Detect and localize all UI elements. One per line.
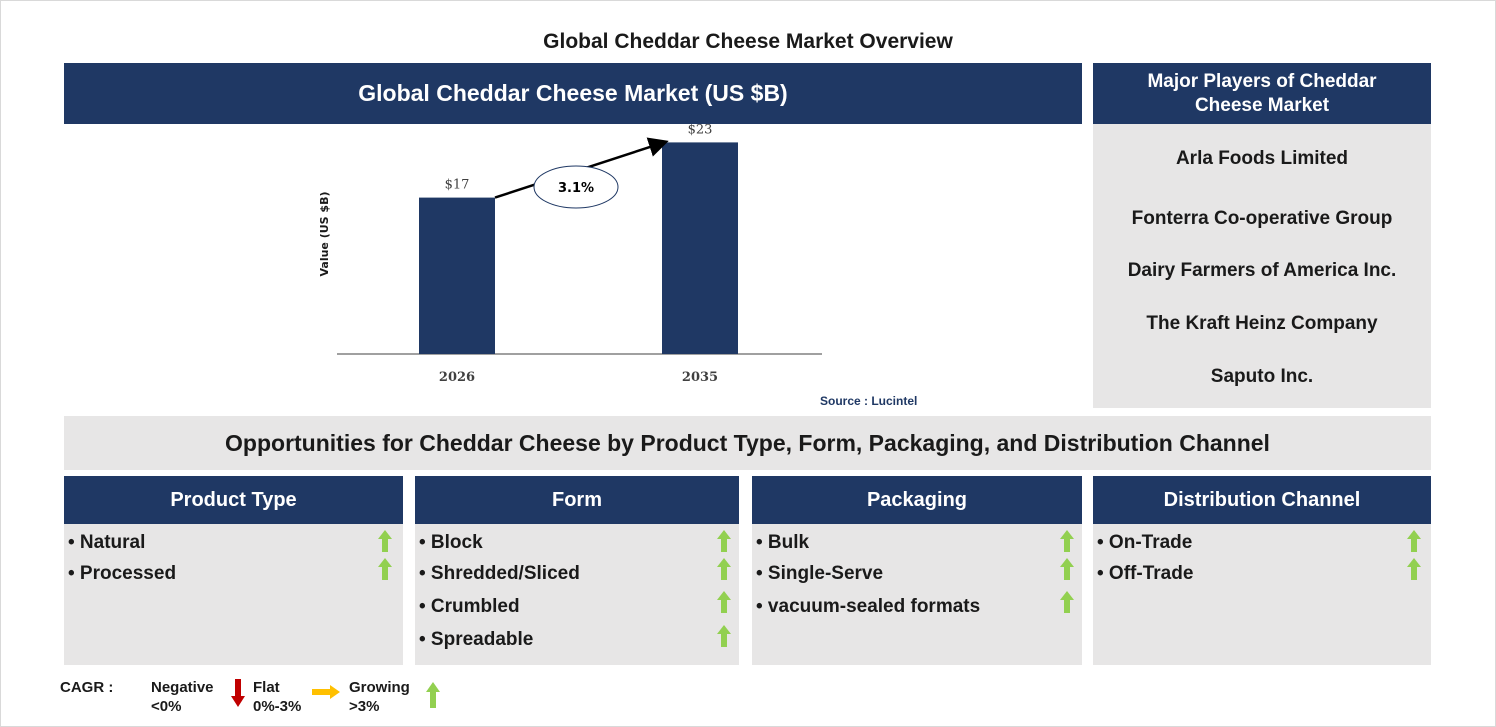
segment-panel-packaging: • Bulk • Single-Serve • vacuum-sealed fo…	[752, 524, 1082, 665]
up-arrow-icon	[1407, 530, 1421, 552]
segment-header-form: Form	[415, 476, 739, 524]
x-tick-label: 2026	[439, 370, 475, 385]
up-arrow-icon	[717, 530, 731, 552]
segment-item: • Single-Serve	[756, 563, 884, 584]
segment-panel-product-type: • Natural • Processed	[64, 524, 403, 665]
up-arrow-icon	[1060, 530, 1074, 552]
cagr-label: 3.1%	[558, 181, 594, 196]
player-item: The Kraft Heinz Company	[1146, 313, 1378, 334]
source-note: Source : Lucintel	[820, 394, 918, 408]
up-arrow-icon	[717, 558, 731, 580]
segment-panel-distribution-channel: • On-Trade • Off-Trade	[1093, 524, 1431, 665]
right-arrow-icon	[312, 685, 340, 699]
data-label: $23	[688, 124, 713, 137]
up-arrow-icon	[1407, 558, 1421, 580]
market-bar-chart: Value (US $B) $17 2026 $23 2035 3.1%	[318, 124, 822, 385]
cagr-bubble	[533, 165, 619, 209]
legend-flat-range: 0%-3%	[253, 698, 302, 715]
page-title: Global Cheddar Cheese Market Overview	[543, 30, 953, 53]
segment-item: • Bulk	[756, 532, 810, 553]
legend-negative-range: <0%	[151, 698, 182, 715]
data-label: $17	[445, 178, 470, 193]
segment-item: • Processed	[68, 563, 177, 584]
up-arrow-icon	[426, 682, 440, 708]
players-header: Major Players of Cheddar Cheese Market	[1093, 63, 1431, 124]
up-arrow-icon	[1060, 591, 1074, 613]
up-arrow-icon	[717, 625, 731, 647]
up-arrow-icon	[378, 530, 392, 552]
player-item: Fonterra Co-operative Group	[1131, 208, 1393, 229]
segment-panel-form: • Block • Shredded/Sliced • Crumbled • S…	[415, 524, 739, 665]
segment-item: • vacuum-sealed formats	[756, 596, 981, 617]
player-item: Dairy Farmers of America Inc.	[1127, 260, 1397, 281]
bar-2035	[662, 142, 738, 354]
legend-growing-name: Growing	[349, 679, 410, 696]
y-axis-label: Value (US $B)	[318, 191, 331, 276]
down-arrow-icon	[231, 679, 245, 707]
player-item: Saputo Inc.	[1210, 366, 1314, 387]
player-item: Arla Foods Limited	[1175, 148, 1349, 169]
legend-growing-range: >3%	[349, 698, 380, 715]
segment-item: • Natural	[68, 532, 146, 553]
opportunities-banner: Opportunities for Cheddar Cheese by Prod…	[64, 416, 1431, 470]
legend-growing: Growing >3%	[349, 678, 410, 716]
up-arrow-icon	[378, 558, 392, 580]
segment-header-distribution-channel: Distribution Channel	[1093, 476, 1431, 524]
segment-header-product-type: Product Type	[64, 476, 403, 524]
legend-flat-name: Flat	[253, 679, 280, 696]
legend-negative: Negative <0%	[151, 678, 214, 716]
segment-item: • Shredded/Sliced	[419, 563, 580, 584]
legend-cagr-label: CAGR :	[60, 679, 114, 696]
segment-header-packaging: Packaging	[752, 476, 1082, 524]
up-arrow-icon	[717, 591, 731, 613]
legend-flat: Flat 0%-3%	[253, 678, 301, 716]
x-tick-label: 2035	[682, 370, 718, 385]
segment-item: • Spreadable	[419, 629, 534, 650]
up-arrow-icon	[1060, 558, 1074, 580]
segment-item: • Off-Trade	[1097, 563, 1194, 584]
segment-item: • On-Trade	[1097, 532, 1193, 553]
bar-2026	[419, 197, 495, 354]
players-panel: Arla Foods Limited Fonterra Co-operative…	[1093, 124, 1431, 408]
chart-header: Global Cheddar Cheese Market (US $B)	[64, 63, 1082, 124]
segment-item: • Crumbled	[419, 596, 520, 617]
legend-negative-name: Negative	[151, 679, 214, 696]
segment-item: • Block	[419, 532, 483, 553]
